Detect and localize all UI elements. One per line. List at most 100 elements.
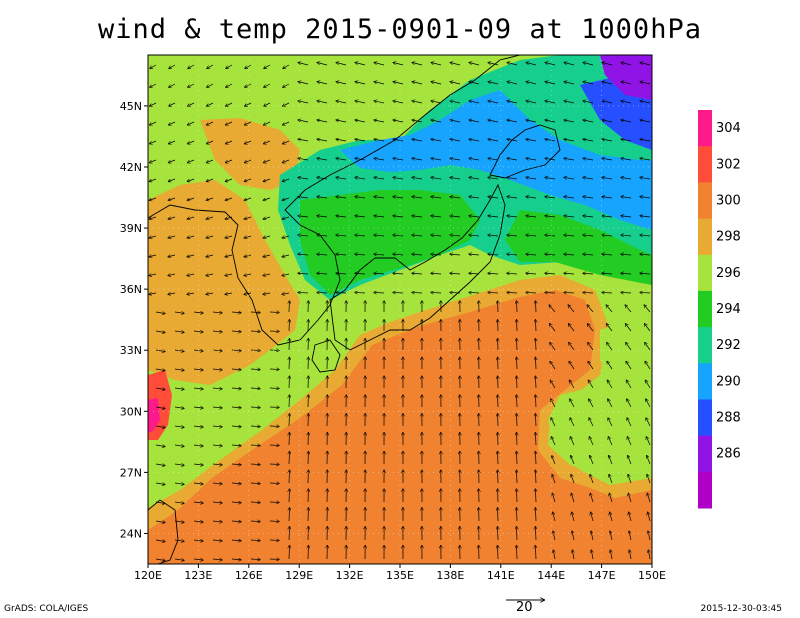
wind-arrow xyxy=(640,273,651,274)
wind-arrow xyxy=(591,512,594,522)
wind-arrow xyxy=(431,177,442,179)
wind-arrow xyxy=(621,101,632,104)
wind-arrow xyxy=(535,414,536,427)
field-north-warm xyxy=(200,118,300,190)
wind-arrow xyxy=(645,324,651,332)
wind-arrow xyxy=(169,83,176,87)
wind-arrow xyxy=(545,177,556,179)
wind-arrow xyxy=(225,178,233,181)
wind-arrow xyxy=(488,177,499,179)
wind-arrow xyxy=(298,62,309,66)
wind-arrow xyxy=(526,273,537,274)
wind-arrow xyxy=(245,121,252,125)
wind-arrow xyxy=(149,255,157,257)
wind-arrow xyxy=(628,456,632,465)
wind-arrow xyxy=(244,274,252,276)
wind-arrow xyxy=(298,235,309,236)
wind-arrow xyxy=(571,456,575,465)
wind-arrow xyxy=(640,254,651,255)
wind-arrow xyxy=(553,512,556,522)
wind-arrow xyxy=(250,521,260,522)
wind-arrow xyxy=(412,101,423,104)
wind-arrow xyxy=(336,177,347,179)
wind-arrow xyxy=(507,101,518,104)
wind-arrow xyxy=(244,178,252,181)
wind-arrow xyxy=(610,531,613,541)
wind-arrow xyxy=(602,82,613,85)
wind-arrow xyxy=(298,273,309,274)
wind-arrow xyxy=(298,197,309,198)
wind-arrow xyxy=(212,388,222,389)
wind-arrow xyxy=(621,216,632,217)
wind-arrow xyxy=(317,177,328,179)
wind-arrow xyxy=(317,158,328,160)
wind-arrow xyxy=(526,177,537,179)
wind-arrow xyxy=(412,62,423,66)
wind-arrow xyxy=(625,305,632,313)
wind-arrow xyxy=(226,64,233,68)
wind-arrow xyxy=(355,139,366,141)
wind-arrow xyxy=(645,380,651,389)
wind-arrow xyxy=(250,540,260,541)
wind-arrow xyxy=(174,502,184,503)
wind-arrow xyxy=(289,508,290,522)
wind-arrow xyxy=(488,120,499,123)
wind-arrow xyxy=(282,178,290,181)
wind-arrow xyxy=(629,531,632,541)
wind-arrow xyxy=(298,292,309,293)
wind-arrow xyxy=(193,331,203,332)
wind-arrow xyxy=(431,197,442,198)
wind-arrow xyxy=(569,324,575,332)
wind-arrow xyxy=(545,82,556,85)
wind-arrow xyxy=(231,388,241,389)
wind-arrow xyxy=(374,273,385,274)
wind-arrow xyxy=(263,217,271,219)
wind-arrow xyxy=(393,216,404,217)
wind-arrow xyxy=(469,292,480,293)
wind-arrow xyxy=(626,361,632,370)
wind-arrow xyxy=(602,235,613,236)
wind-arrow xyxy=(564,197,575,198)
wind-arrow xyxy=(588,380,594,389)
wind-arrow xyxy=(212,502,222,503)
wind-arrow xyxy=(431,158,442,160)
wind-arrow xyxy=(610,512,613,522)
field-over-304 xyxy=(148,398,160,432)
wind-arrow xyxy=(621,292,632,293)
wind-arrow xyxy=(647,493,651,503)
wind-arrow xyxy=(564,62,575,66)
wind-arrow xyxy=(488,216,499,217)
wind-arrow xyxy=(535,489,536,503)
wind-arrow xyxy=(149,293,157,294)
wind-arrow xyxy=(552,456,556,465)
coast-honshu xyxy=(329,183,506,351)
wind-arrow xyxy=(589,418,594,427)
field-300-302 xyxy=(148,285,652,564)
wind-arrow xyxy=(155,388,165,389)
wind-arrow xyxy=(571,475,575,484)
wind-arrow xyxy=(188,64,195,68)
wind-arrow xyxy=(193,502,203,503)
wind-arrow xyxy=(355,101,366,104)
colorbar-label: 290 xyxy=(716,374,741,389)
wind-arrow xyxy=(155,502,165,503)
wind-arrow xyxy=(336,120,347,123)
wind-arrow xyxy=(244,293,252,294)
wind-arrow xyxy=(564,254,575,255)
wind-arrow xyxy=(317,101,328,104)
wind-arrow xyxy=(412,273,423,274)
wind-arrow xyxy=(206,197,214,200)
wind-arrow xyxy=(282,293,290,294)
colorbar-label: 296 xyxy=(716,266,741,281)
wind-arrow xyxy=(282,255,290,257)
wind-arrow xyxy=(150,64,157,68)
wind-arrow xyxy=(412,120,423,123)
wind-arrow xyxy=(393,235,404,236)
wind-arrow xyxy=(621,82,632,85)
wind-arrow xyxy=(545,62,556,66)
wind-arrow xyxy=(282,236,290,238)
wind-arrow xyxy=(212,331,222,332)
wind-arrow xyxy=(150,140,157,144)
reference-vector-label: 20 xyxy=(516,600,533,615)
wind-arrow xyxy=(174,540,184,541)
